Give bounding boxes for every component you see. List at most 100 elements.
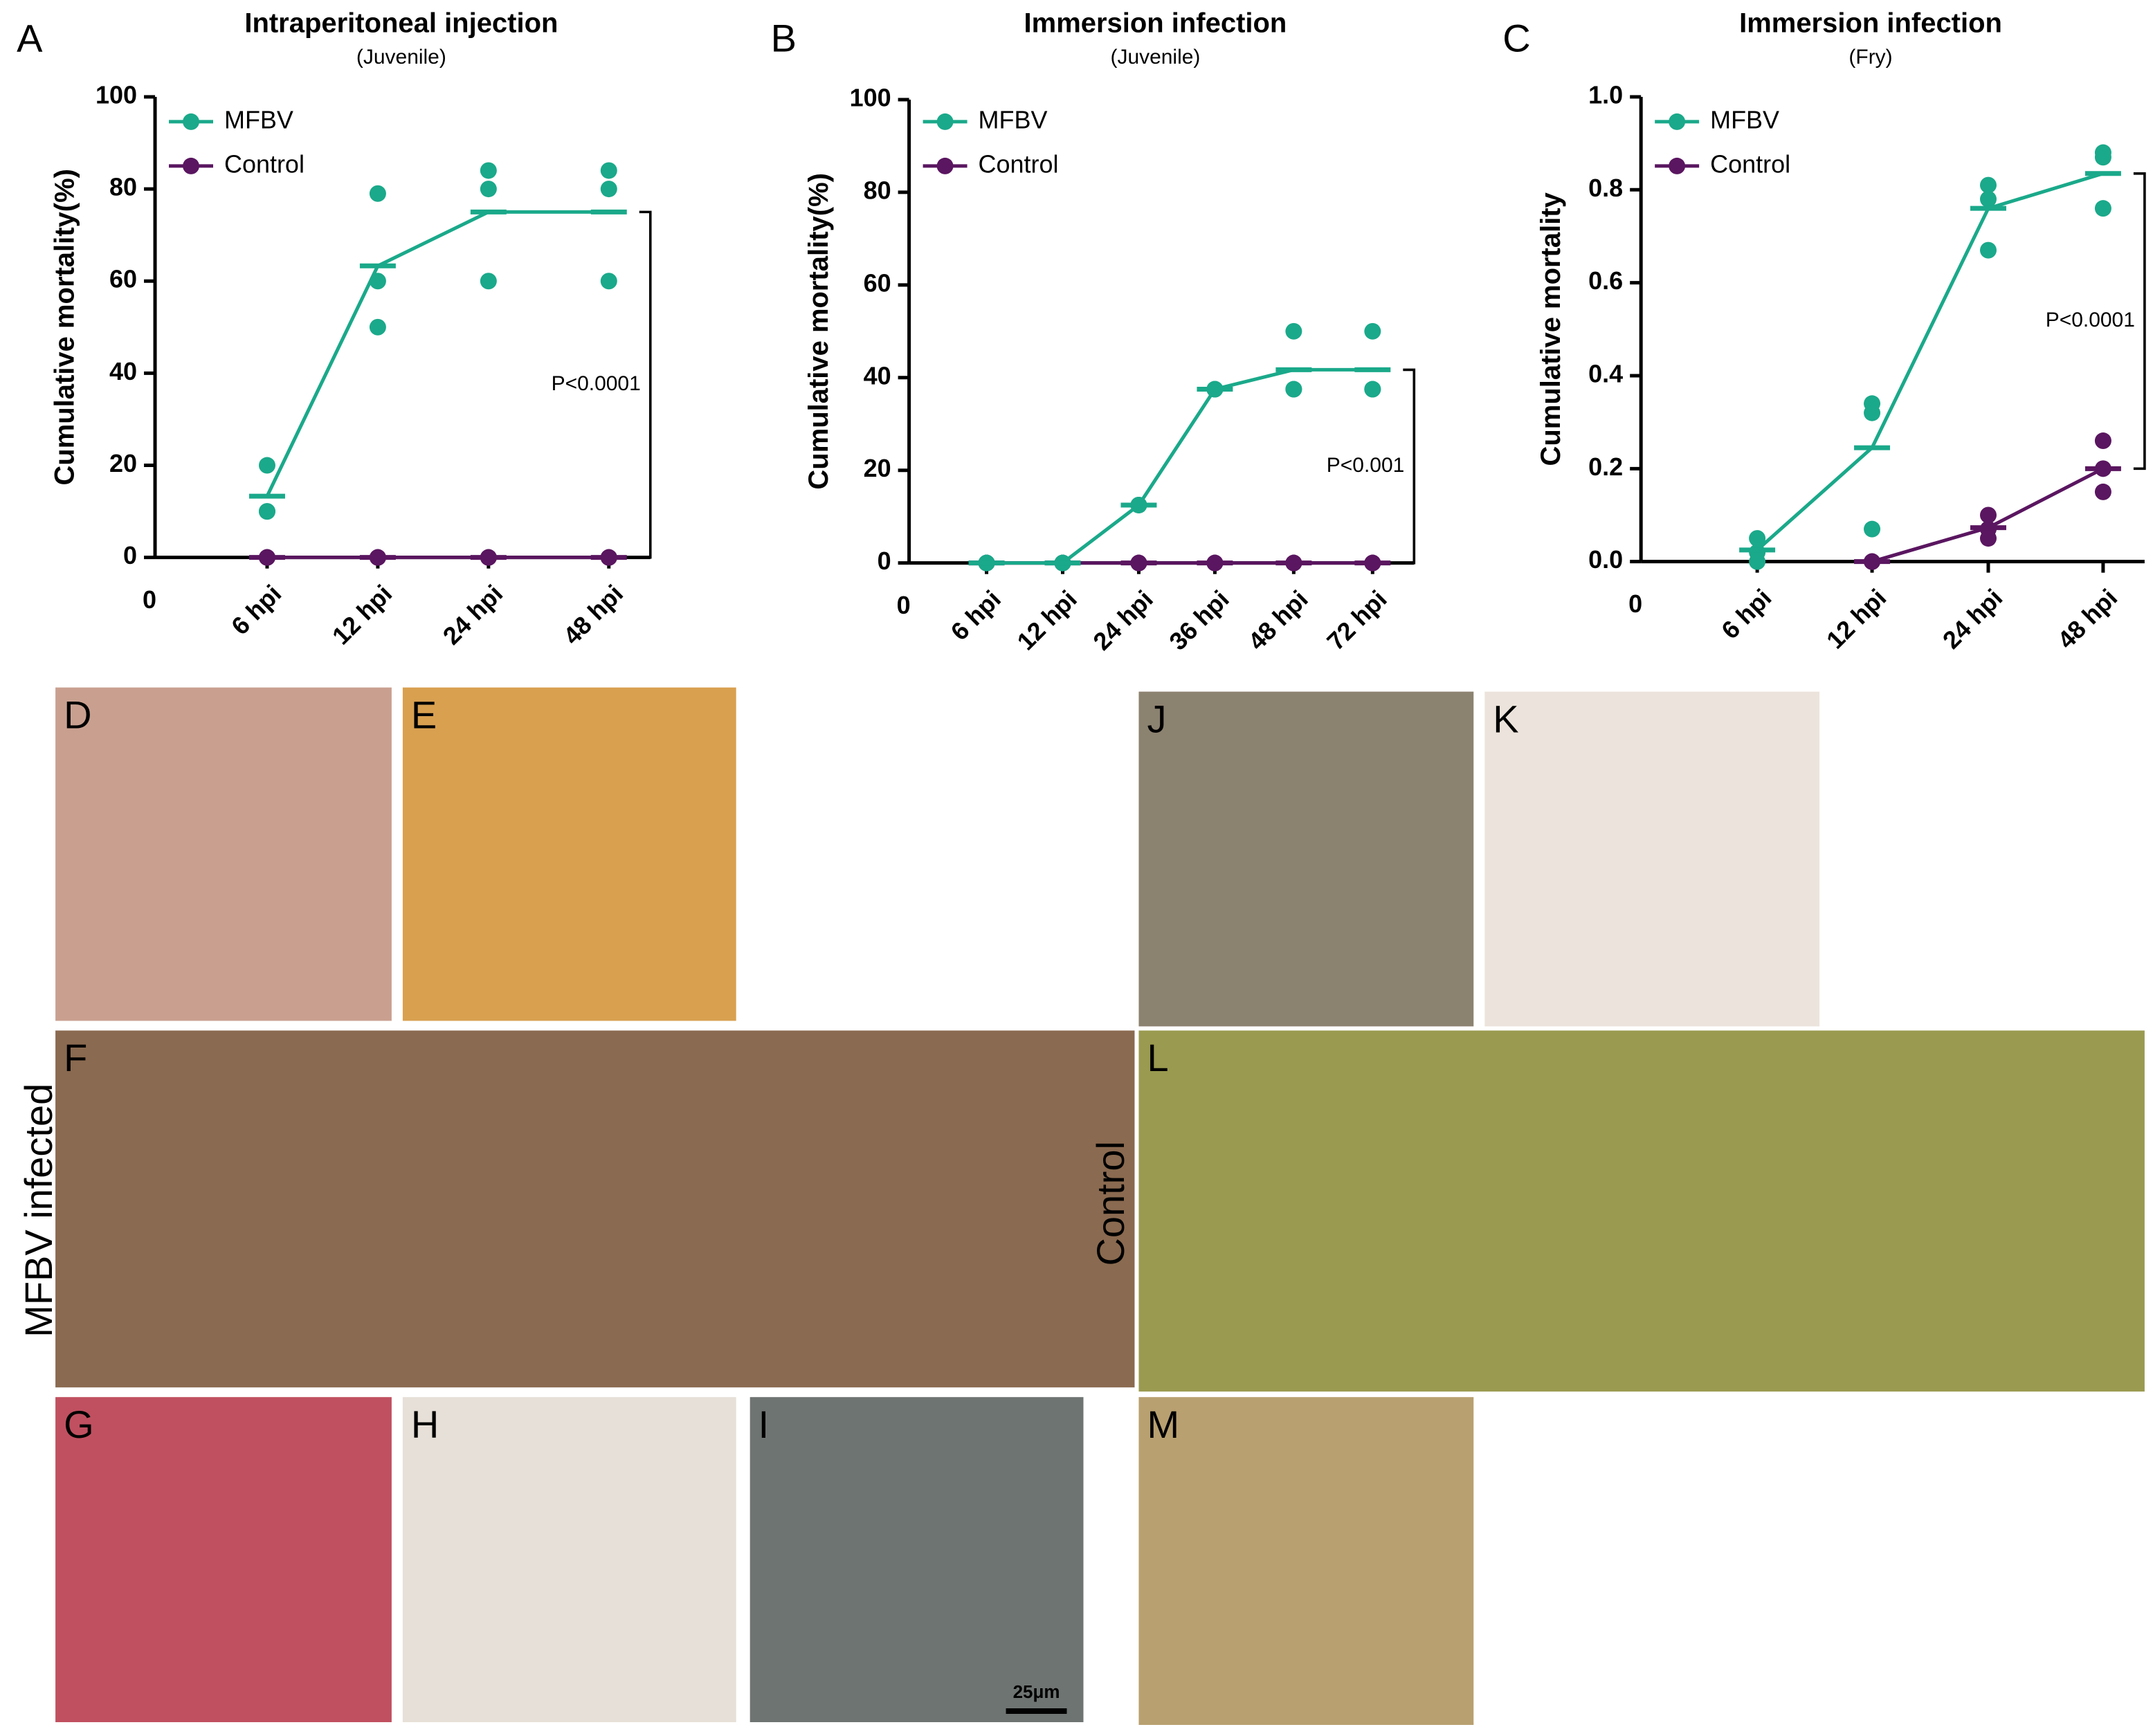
legend-marker — [936, 113, 954, 130]
y-tick-label: 0.4 — [1588, 359, 1623, 387]
scale-bar-label: 25μm — [1013, 1681, 1060, 1702]
y-tick-label: 80 — [864, 176, 891, 204]
chart-title: Immersion infection — [1739, 8, 2002, 39]
x-tick-label: 24 hpi — [437, 579, 508, 650]
x-tick-label: 36 hpi — [1163, 585, 1234, 655]
data-point — [1749, 530, 1766, 547]
photo-panel — [55, 1397, 392, 1723]
panel-letter: F — [64, 1036, 87, 1079]
y-tick-label: 60 — [109, 265, 137, 293]
x-tick-label: 48 hpi — [1242, 585, 1313, 655]
x-tick-label: 48 hpi — [2052, 583, 2123, 654]
chart-title: Intraperitoneal injection — [244, 8, 558, 39]
y-tick-label: 0 — [878, 547, 891, 575]
y-tick-label: 60 — [864, 268, 891, 297]
x-tick-label: 12 hpi — [327, 579, 397, 650]
p-value: P<0.001 — [1327, 454, 1405, 477]
data-point — [258, 503, 275, 520]
legend-label: Control — [1710, 149, 1790, 178]
data-point — [1285, 322, 1302, 340]
data-point — [480, 162, 497, 179]
legend-label: Control — [979, 149, 1059, 178]
panel-letter: H — [411, 1402, 439, 1446]
photo-panel — [1138, 1397, 1474, 1726]
y-axis-label: Cumulative mortality(%) — [803, 173, 834, 490]
data-point — [2094, 149, 2111, 166]
legend-marker — [936, 157, 954, 174]
x-tick-label: 48 hpi — [558, 579, 628, 650]
y-tick-label: 0.6 — [1588, 266, 1623, 295]
legend-marker — [183, 113, 200, 130]
panel-letter: J — [1147, 697, 1166, 740]
y-tick-label: 20 — [109, 449, 137, 477]
panel-letter: B — [771, 17, 797, 60]
side-label: Control — [1089, 1141, 1132, 1266]
data-point — [600, 162, 617, 179]
panel-letter: A — [17, 17, 43, 60]
panel-letter: M — [1147, 1402, 1179, 1446]
panel-letter: E — [411, 693, 437, 736]
y-tick-label: 1.0 — [1588, 80, 1623, 109]
photo-panel — [402, 687, 736, 1021]
photo-panel — [1138, 691, 1474, 1027]
photo-panel — [1138, 1030, 2145, 1392]
data-point — [369, 318, 386, 336]
x-origin-label: 0 — [1628, 590, 1642, 618]
data-point — [1979, 190, 1997, 208]
y-tick-label: 40 — [864, 361, 891, 390]
data-point — [1979, 176, 1997, 194]
series-line — [1756, 172, 2104, 551]
data-point — [369, 185, 386, 202]
legend-marker — [183, 157, 200, 174]
chart-subtitle: (Juvenile) — [1110, 46, 1200, 68]
x-tick-label: 72 hpi — [1321, 585, 1392, 655]
data-point — [1864, 404, 1881, 421]
data-point — [480, 273, 497, 290]
significance-bracket — [1403, 368, 1416, 565]
data-point — [1864, 520, 1881, 538]
p-value: P<0.0001 — [2046, 309, 2135, 331]
x-origin-label: 0 — [897, 591, 911, 619]
data-point — [1979, 241, 1997, 259]
x-tick-label: 6 hpi — [945, 585, 1006, 646]
chart-subtitle: (Fry) — [1848, 46, 1892, 68]
data-point — [1285, 381, 1302, 398]
legend-label: Control — [224, 149, 305, 178]
series-line — [986, 367, 1373, 565]
photo-panel — [55, 687, 392, 1021]
legend-label: MFBV — [1710, 105, 1779, 134]
panel-letter: D — [64, 693, 91, 736]
y-tick-label: 20 — [864, 454, 891, 482]
data-point — [1979, 506, 1997, 524]
y-tick-label: 80 — [109, 173, 137, 201]
x-tick-label: 12 hpi — [1821, 583, 1891, 654]
panel-letter: I — [758, 1402, 770, 1446]
data-point — [600, 273, 617, 290]
data-point — [1979, 530, 1997, 547]
x-tick-label: 24 hpi — [1937, 583, 2008, 654]
legend-marker — [1669, 113, 1686, 130]
y-tick-label: 100 — [96, 80, 137, 109]
data-point — [2094, 483, 2111, 500]
y-tick-label: 0.2 — [1588, 453, 1623, 481]
x-origin-label: 0 — [143, 585, 156, 614]
significance-bracket — [2133, 172, 2146, 470]
chart-subtitle: (Juvenile) — [356, 46, 446, 68]
x-tick-label: 24 hpi — [1087, 585, 1158, 655]
photo-panel — [1484, 691, 1820, 1027]
side-label: MFBV infected — [17, 1084, 60, 1337]
legend-marker — [1669, 157, 1686, 174]
chart-title: Immersion infection — [1024, 8, 1287, 39]
data-point — [369, 273, 386, 290]
photo-panel — [55, 1030, 1135, 1388]
y-axis-label: Cumulative mortality(%) — [50, 169, 80, 486]
data-point — [1364, 322, 1381, 340]
legend-label: MFBV — [224, 105, 293, 134]
data-point — [600, 181, 617, 198]
photo-panel — [402, 1397, 736, 1723]
y-tick-label: 40 — [109, 357, 137, 385]
data-point — [480, 181, 497, 198]
data-point — [2094, 200, 2111, 217]
